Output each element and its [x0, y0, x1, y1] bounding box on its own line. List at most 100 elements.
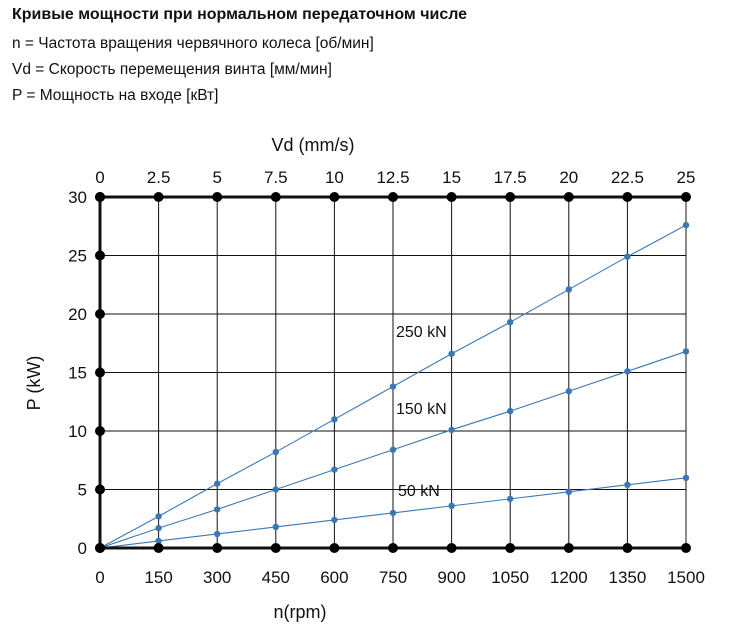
legend-line-n: n = Частота вращения червячного колеса [… [12, 35, 374, 52]
y-tick-marker [95, 367, 105, 378]
x2-tick-label: 7.5 [264, 168, 288, 187]
x2-tick-marker [681, 192, 691, 202]
x2-tick-marker [446, 192, 457, 202]
data-point [331, 516, 338, 524]
x2-tick-marker [212, 192, 223, 202]
x2-tick-label: 15 [442, 168, 461, 187]
y-tick-label: 30 [68, 188, 87, 207]
y-tick-label: 0 [78, 539, 87, 558]
y-tick-marker [95, 250, 105, 261]
x-tick-label: 1500 [667, 568, 705, 587]
data-point [155, 524, 162, 532]
data-point [389, 509, 397, 517]
data-point [507, 495, 514, 503]
y-tick-marker [95, 484, 105, 495]
x-tick-label: 0 [95, 568, 104, 587]
y-tick-marker [95, 426, 105, 436]
data-point [331, 416, 338, 423]
x2-axis-title: Vd (mm/s) [272, 135, 355, 155]
x2-tick-marker [388, 192, 398, 202]
y-tick-label: 20 [68, 305, 87, 324]
legend-line-vd: Vd = Скорость перемещения винта [мм/мин] [12, 61, 332, 78]
data-point [155, 537, 162, 545]
y-axis-title: P (kW) [24, 356, 44, 411]
x-tick-label: 600 [320, 568, 348, 587]
data-point [565, 388, 572, 395]
x-tick-label: 750 [379, 568, 407, 587]
data-point [389, 446, 397, 453]
series-label-250-kn: 250 kN [396, 324, 447, 341]
series-label-50-kn: 50 kN [398, 483, 440, 500]
x-tick-label: 300 [203, 568, 231, 587]
x-tick-label: 900 [437, 568, 465, 587]
y-tick-marker [95, 309, 105, 319]
y-tick-label: 10 [68, 422, 87, 441]
x-tick-marker [153, 543, 164, 553]
x-tick-marker [212, 543, 223, 553]
x-tick-marker [622, 543, 633, 553]
y-tick-marker [95, 543, 105, 553]
y-tick-label: 15 [68, 364, 87, 383]
data-point [272, 486, 279, 493]
data-point [448, 426, 455, 434]
x-axis-title: n(rpm) [274, 602, 327, 622]
x2-tick-label: 17.5 [494, 168, 527, 187]
x2-tick-label: 22.5 [611, 168, 644, 187]
grid [99, 196, 687, 549]
data-point [272, 523, 279, 531]
frame [95, 192, 691, 553]
data-point [682, 348, 690, 355]
x2-tick-marker [622, 192, 633, 202]
chart-heading: Кривые мощности при нормальном передаточ… [12, 6, 467, 113]
x2-tick-marker [270, 192, 281, 202]
data-point [214, 530, 221, 538]
legend-line-p: P = Мощность на входе [кВт] [12, 87, 219, 104]
x-tick-label: 150 [144, 568, 172, 587]
data-point [448, 350, 455, 357]
x2-tick-label: 10 [325, 168, 344, 187]
y-tick-label: 5 [78, 481, 87, 500]
data-point [624, 481, 631, 489]
data-point [507, 407, 514, 415]
data-point [448, 502, 455, 510]
x-tick-marker [563, 543, 574, 553]
y-tick-label: 25 [68, 247, 87, 266]
x-tick-marker [388, 543, 398, 553]
data-point [624, 368, 631, 375]
chart-title: Кривые мощности при нормальном передаточ… [12, 6, 468, 23]
x-tick-marker [505, 543, 516, 553]
x-tick-marker [681, 543, 691, 553]
x-tick-marker [329, 543, 340, 553]
data-point [389, 383, 397, 390]
data-point [565, 286, 572, 293]
data-point [155, 513, 162, 520]
x2-tick-label: 2.5 [147, 168, 171, 187]
data-point [624, 253, 631, 260]
x-tick-label: 450 [262, 568, 290, 587]
x-tick-marker [446, 543, 457, 553]
x2-tick-label: 25 [677, 168, 696, 187]
data-point [331, 466, 338, 473]
data-point [682, 474, 690, 481]
y-tick-marker [95, 192, 105, 202]
x-tick-label: 1050 [491, 568, 529, 587]
data-point [214, 480, 221, 487]
x2-tick-marker [563, 192, 574, 202]
data-point [682, 221, 690, 229]
series-label-150-kn: 150 kN [396, 401, 447, 418]
x2-tick-marker [329, 192, 340, 202]
x-tick-marker [270, 543, 281, 553]
x2-tick-label: 5 [212, 168, 221, 187]
x2-tick-marker [153, 192, 164, 202]
data-point [214, 506, 221, 513]
x-tick-label: 1200 [550, 568, 588, 587]
data-point [565, 488, 572, 496]
data-point [272, 448, 279, 456]
data-point [507, 318, 514, 326]
x-tick-label: 1350 [608, 568, 646, 587]
x2-tick-label: 20 [559, 168, 578, 187]
x2-tick-label: 0 [95, 168, 104, 187]
series-group: 250 kN 150 kN 50 kN [96, 221, 690, 552]
